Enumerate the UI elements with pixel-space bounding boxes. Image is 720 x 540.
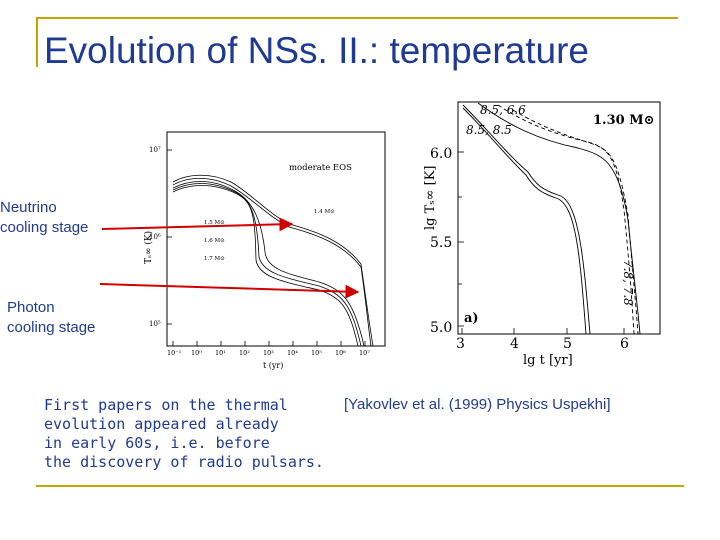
curve-label-right: 7.8, 7.8	[621, 260, 635, 306]
eos-label: moderate EOS	[289, 163, 352, 173]
right-ytick-2: 5.5	[430, 235, 452, 251]
right-xtick-3: 5	[563, 336, 572, 352]
mass-label-1: 1.4 M⊙	[314, 209, 335, 215]
panel-label: a)	[464, 311, 479, 326]
left-xtick-5: 10³	[263, 349, 274, 357]
caption-text: First papers on the thermal evolution ap…	[44, 396, 324, 471]
photon-arrow	[99, 283, 360, 299]
left-xtick-1: 10⁻¹	[167, 349, 182, 357]
right-ytick-3: 5.0	[430, 320, 452, 336]
photon-stage-label: Photon cooling stage	[7, 299, 96, 336]
left-xtick-8: 10⁶	[335, 349, 346, 357]
reference-citation: [Yakovlev et al. (1999) Physics Uspekhi]	[344, 396, 611, 413]
right-xtick-2: 4	[510, 336, 519, 352]
neutrino-stage-label: Neutrino cooling stage	[0, 199, 89, 236]
left-ylabel: Tₛ∞ (K)	[143, 231, 154, 264]
right-xlabel: lg t [yr]	[523, 353, 573, 368]
mass-label-2: 1.5 M⊙	[204, 220, 225, 226]
slide-title: Evolution of NSs. II.: temperature	[44, 30, 589, 71]
left-cooling-plot: moderate EOS 1.4 M⊙ 1.5 M⊙ 1.6 M⊙ 1.7 M⊙…	[139, 102, 392, 372]
frame-left-line	[36, 17, 38, 67]
left-xtick-2: 10⁰	[191, 349, 202, 357]
mass-label-3: 1.6 M⊙	[204, 238, 225, 244]
neutrino-arrow	[101, 217, 294, 232]
left-ytick-3: 10⁵	[149, 320, 161, 328]
left-xlabel: t (yr)	[263, 361, 283, 370]
curve-label-top-1: 8.5, 6.6	[480, 103, 526, 117]
right-xtick-4: 6	[620, 336, 629, 352]
right-ylabel: lg Tₛ∞ [K]	[423, 166, 438, 230]
left-xtick-6: 10⁴	[287, 349, 298, 357]
curve-label-top-2: 8.5, 8.5	[466, 123, 512, 137]
left-xtick-4: 10²	[239, 349, 250, 357]
left-xtick-9: 10⁷	[359, 349, 370, 357]
frame-top-line	[36, 17, 678, 19]
left-xtick-7: 10⁵	[311, 349, 322, 357]
left-ytick-1: 10⁷	[149, 146, 161, 154]
right-mass-label: 1.30 M⊙	[593, 113, 654, 128]
right-cooling-plot: 1.30 M⊙ 8.5, 6.6 8.5, 8.5 7.8, 7.8 a) 6.…	[418, 100, 666, 370]
mass-label-4: 1.7 M⊙	[204, 256, 225, 262]
left-xtick-3: 10¹	[215, 349, 226, 357]
right-xtick-1: 3	[456, 336, 465, 352]
frame-bottom-line	[36, 485, 684, 487]
left-ytick-2: 10⁶	[149, 233, 161, 241]
right-ytick-1: 6.0	[430, 146, 452, 162]
